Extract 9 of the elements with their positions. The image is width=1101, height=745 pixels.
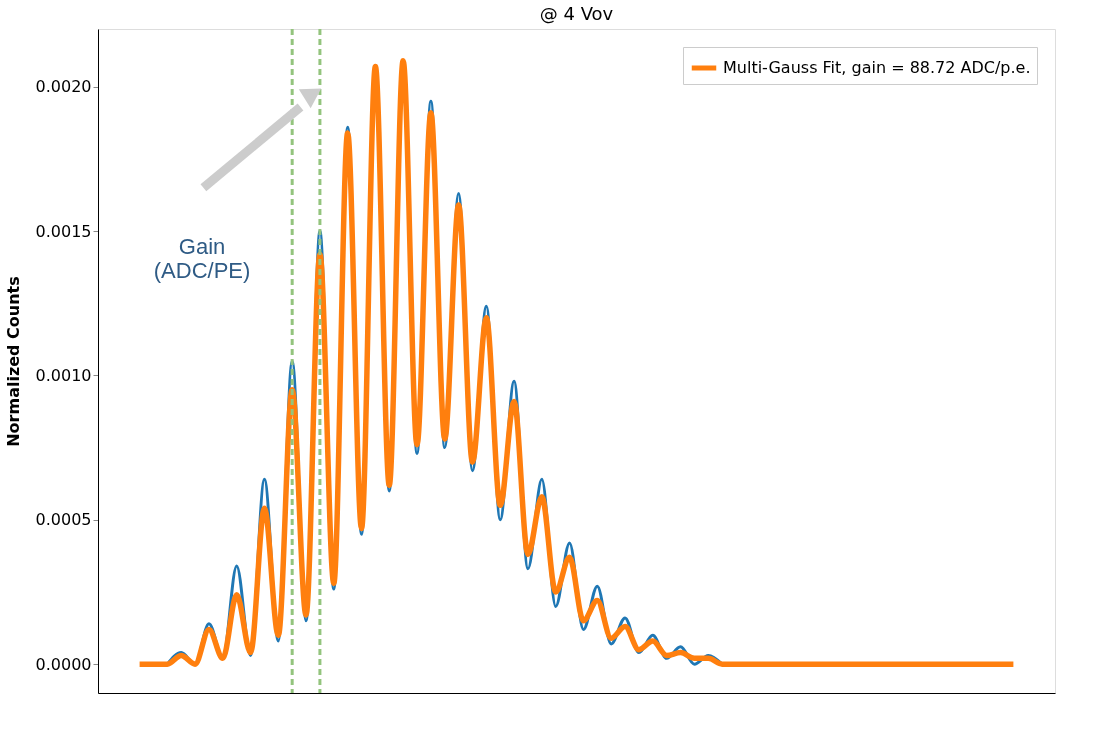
y-tick-label: 0.0020 [35, 77, 92, 97]
y-tick-label: 0.0010 [35, 365, 92, 385]
annotation: Gain (ADC/PE) [153, 233, 251, 283]
y-tick-label: 0.0005 [35, 510, 92, 530]
y-tick-label: 0.0000 [35, 654, 92, 674]
chart-title: @ 4 Vov [539, 2, 614, 24]
y-axis-title: Normalized Counts [3, 276, 23, 447]
legend-label: Multi-Gauss Fit, gain = 88.72 ADC/p.e. [723, 58, 1031, 77]
y-tick-label: 0.0015 [35, 221, 92, 241]
